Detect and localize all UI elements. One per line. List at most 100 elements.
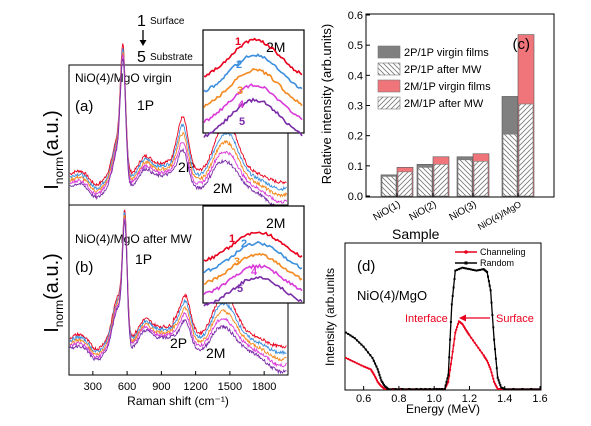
- legend-channeling-label: Channeling: [480, 247, 526, 257]
- legend-label-1: 2P/1P after MW: [404, 64, 482, 76]
- raman-curves-a: [69, 43, 287, 211]
- rbs-x-tick-label: 0.6: [356, 393, 371, 405]
- rbs-point-random: [494, 348, 496, 351]
- raman-series-4: [69, 218, 287, 368]
- rbs-point-random: [446, 377, 449, 380]
- rbs-point-random: [379, 376, 382, 379]
- panel-b-y-unit: (a.u.): [41, 253, 63, 300]
- rbs-point-random: [377, 371, 380, 374]
- raman-series-3: [69, 215, 287, 362]
- inset-series-1: [203, 37, 303, 78]
- panel-b-y-main: I: [41, 327, 63, 333]
- rbs-point-random: [349, 334, 352, 337]
- rbs-point-random: [364, 348, 367, 351]
- rbs-point-channeling: [360, 364, 363, 367]
- inset-a-label-3: 3: [237, 85, 243, 97]
- annotation-arrow-head: [459, 314, 466, 322]
- bar-x-tick-label: NiO(4)/MgO: [476, 199, 523, 232]
- rbs-point-channeling: [493, 380, 496, 383]
- raman-series-5: [69, 220, 287, 375]
- rbs-y-axis-label: Intensity (arb.units: [323, 268, 337, 366]
- raman-series-1: [69, 209, 287, 352]
- peak-label-2m-b: 2M: [206, 345, 225, 361]
- rbs-point-random: [394, 388, 397, 390]
- rbs-point-random: [438, 388, 441, 390]
- rbs-point-random: [424, 388, 427, 390]
- rbs-point-random: [466, 267, 469, 270]
- annotation-interface: Interface: [405, 313, 448, 325]
- panel-b-label: (b): [75, 259, 93, 276]
- rbs-point-random: [360, 343, 363, 346]
- raman-x-tick-label: 300: [84, 381, 102, 393]
- rbs-point-channeling: [355, 362, 359, 365]
- rbs-curves: [344, 266, 540, 391]
- raman-series-2: [69, 48, 287, 192]
- legend-random-label: Random: [480, 258, 514, 268]
- inset-series-2: [203, 241, 303, 274]
- rbs-point-channeling: [492, 377, 495, 380]
- rbs-point-channeling: [353, 361, 356, 364]
- rbs-point-channeling: [449, 368, 452, 372]
- rbs-point-channeling: [451, 350, 454, 353]
- rbs-point-random: [347, 333, 350, 335]
- rbs-point-random: [530, 388, 533, 390]
- rbs-point-random: [470, 268, 473, 271]
- rbs-point-random: [453, 278, 456, 280]
- rbs-point-channeling: [450, 356, 453, 360]
- raman-x-ticks: 300 600 900 1200 1500 1800: [84, 371, 276, 393]
- rbs-point-random: [387, 388, 390, 390]
- inset-series-4: [203, 83, 303, 124]
- inset-2m-b: 2M 1 2 3 4 5: [202, 205, 305, 307]
- bar-3-3: [518, 103, 534, 197]
- panel-a-y-main: I: [41, 184, 63, 190]
- svg-text:Inorm(a.u.): Inorm(a.u.): [41, 253, 66, 333]
- legend-swatch-1: [377, 62, 401, 76]
- rbs-x-tick-label: 1.0: [427, 393, 442, 405]
- rbs-point-channeling: [375, 379, 378, 382]
- rbs-point-channeling: [452, 344, 455, 347]
- rbs-point-channeling: [470, 336, 473, 339]
- raman-x-tick-label: 600: [118, 381, 136, 393]
- rbs-point-channeling: [473, 341, 476, 344]
- rbs-point-random: [435, 388, 438, 390]
- inset-b-curves: [203, 231, 303, 307]
- rbs-point-random: [444, 384, 447, 387]
- rbs-point-channeling: [486, 359, 489, 362]
- panel-a-y-unit: (a.u.): [41, 110, 63, 157]
- rbs-point-random: [372, 359, 375, 362]
- rbs-point-random: [479, 268, 481, 271]
- rbs-point-random: [461, 266, 464, 269]
- rbs-point-channeling: [344, 356, 348, 360]
- rbs-point-random: [448, 356, 451, 359]
- bar-chart-bars: [380, 34, 535, 197]
- inset-series-1: [203, 231, 303, 262]
- rbs-point-random: [351, 335, 354, 338]
- bar-1-2: [457, 159, 473, 197]
- rbs-x-tick-label: 1.6: [532, 393, 547, 405]
- bar-chart-y-axis-label: Relative intensity (arb.units): [319, 24, 334, 184]
- bar-chart-legend: 2P/1P virgin films 2P/1P after MW 2M/1P vi…: [377, 45, 491, 110]
- inset-a-curves: [203, 37, 303, 138]
- rbs-point-random: [451, 294, 454, 297]
- raman-x-tick-label: 900: [152, 381, 170, 393]
- rbs-point-channeling: [471, 339, 475, 342]
- raman-x-tick-label: 1200: [183, 381, 207, 393]
- raman-panel-b: NiO(4)/MgO after MW (b) 1P 2P 2M 300 600 9…: [68, 204, 289, 408]
- rbs-point-channeling: [489, 368, 492, 371]
- rbs-point-random: [477, 269, 480, 272]
- inset-series-3: [203, 67, 303, 108]
- rbs-point-random: [408, 388, 411, 390]
- panel-b-y-sub: norm: [52, 300, 66, 327]
- legend-swatch-2: [377, 79, 401, 93]
- rbs-point-channeling: [374, 377, 378, 380]
- panel-a-title: NiO(4)/MgO virgin: [75, 71, 172, 85]
- panel-c-label: (c): [513, 36, 531, 53]
- rbs-point-random: [441, 388, 444, 390]
- panel-d-label: (d): [357, 258, 375, 275]
- inset-b-label-5: 5: [237, 283, 243, 295]
- bar-y-tick-label: 0.0: [348, 191, 363, 203]
- panel-b-title: NiO(4)/MgO after MW: [75, 232, 192, 246]
- rbs-point-channeling: [456, 323, 460, 326]
- legend-swatch-3: [377, 96, 401, 110]
- bar-3-1: [433, 164, 449, 197]
